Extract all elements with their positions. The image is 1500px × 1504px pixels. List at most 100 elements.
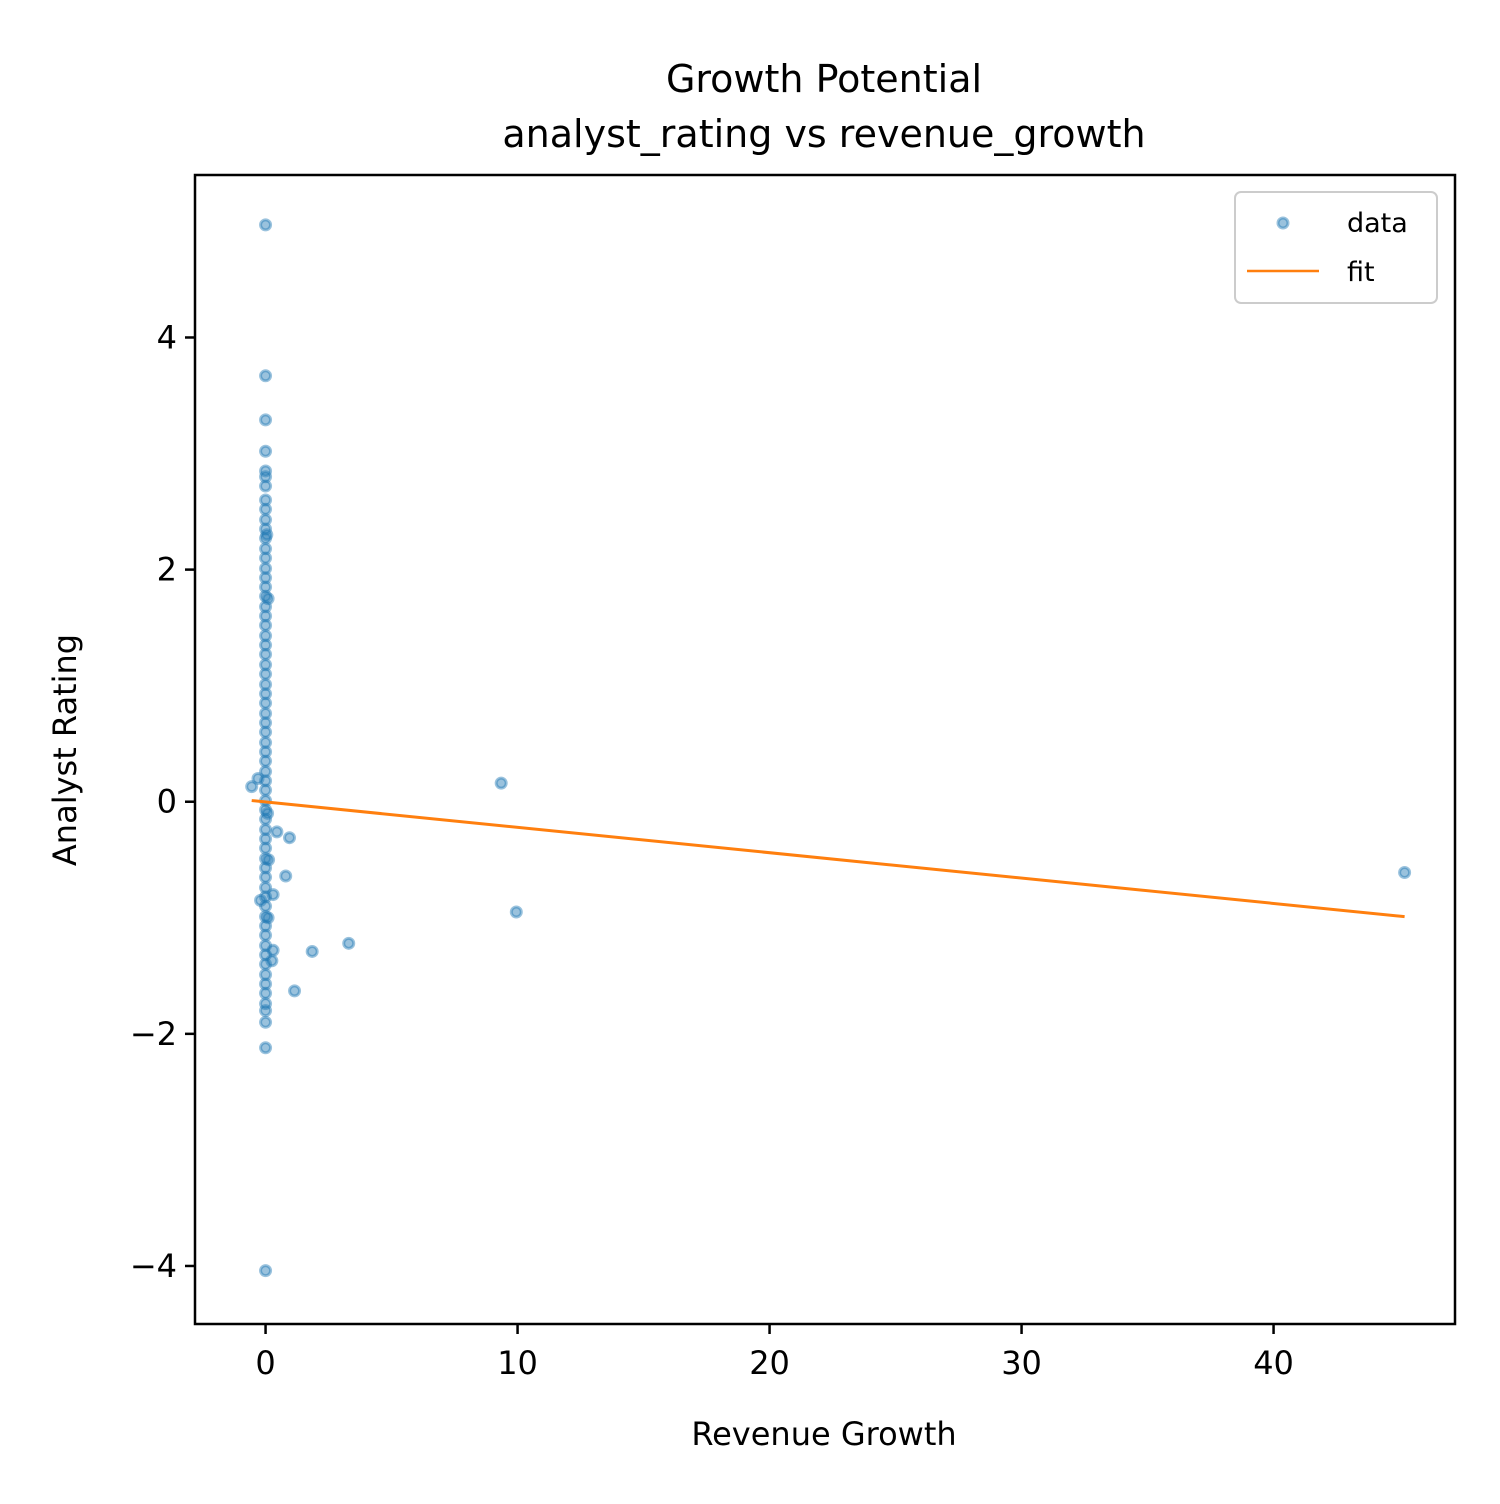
data-point (259, 899, 273, 913)
axes-frame (193, 173, 1457, 1326)
data-point (259, 470, 273, 484)
data-point (270, 825, 284, 839)
data-point (265, 954, 279, 968)
data-point (509, 905, 523, 919)
data-point (259, 957, 273, 971)
data-point (259, 687, 273, 701)
data-point (259, 986, 273, 1000)
data-point (259, 870, 273, 884)
data-point (259, 812, 273, 826)
data-point (259, 513, 273, 527)
legend-data-label: data (1347, 208, 1408, 239)
chart-title: Growth Potential (666, 57, 982, 101)
data-point (259, 522, 273, 536)
data-point (259, 823, 273, 837)
data-point (259, 1041, 273, 1055)
chart-subtitle: analyst_rating vs revenue_growth (502, 112, 1145, 156)
data-point (259, 1015, 273, 1029)
legend: data fit (1234, 191, 1438, 304)
data-point (259, 658, 273, 672)
data-point (259, 832, 273, 846)
data-point (259, 745, 273, 759)
data-point (259, 629, 273, 643)
data-point (259, 841, 273, 855)
legend-data-marker (1276, 216, 1290, 230)
data-point (259, 502, 273, 516)
data-point (259, 977, 273, 991)
plot-area (245, 218, 1412, 1278)
data-point (494, 776, 508, 790)
data-point (259, 218, 273, 232)
data-point (259, 551, 273, 565)
data-point (1398, 866, 1412, 880)
data-point (261, 911, 275, 925)
data-point (259, 774, 273, 788)
data-point (259, 696, 273, 710)
x-axis-label: Revenue Growth (691, 1415, 956, 1453)
data-point (259, 580, 273, 594)
data-point (259, 618, 273, 632)
data-point (259, 910, 273, 924)
x-tick-label: 30 (1001, 1344, 1042, 1382)
y-axis: −4 −2 0 2 4 (130, 318, 195, 1285)
data-point (254, 893, 268, 907)
data-point (259, 707, 273, 721)
data-point (261, 592, 275, 606)
data-point (259, 890, 273, 904)
data-point (245, 780, 259, 794)
x-tick-label: 10 (497, 1344, 538, 1382)
y-tick-label: −4 (130, 1247, 177, 1285)
data-point (283, 831, 296, 845)
data-point (266, 943, 280, 957)
data-point (259, 716, 273, 730)
data-point (259, 667, 273, 681)
x-tick-label: 40 (1253, 1344, 1294, 1382)
data-point (288, 984, 302, 998)
data-point (260, 528, 274, 542)
y-tick-label: 2 (157, 551, 177, 589)
data-point (259, 531, 273, 545)
data-point (259, 861, 273, 875)
data-point (259, 948, 273, 962)
data-point (259, 589, 273, 603)
data-point (259, 754, 273, 768)
data-point (259, 413, 273, 427)
y-axis-label: Analyst Rating (46, 634, 84, 866)
data-point (259, 736, 273, 750)
data-point (259, 783, 273, 797)
legend-fit-label: fit (1347, 257, 1375, 288)
data-point (259, 1004, 273, 1018)
data-point (259, 369, 273, 383)
data-point (259, 919, 273, 933)
data-point (259, 1264, 273, 1278)
data-point (259, 444, 273, 458)
y-tick-label: 0 (157, 783, 177, 821)
data-point (259, 968, 273, 982)
data-point (259, 678, 273, 692)
x-tick-label: 20 (749, 1344, 790, 1382)
data-point (259, 464, 273, 478)
data-point (262, 853, 276, 867)
data-point (259, 803, 273, 817)
data-point (259, 600, 273, 614)
data-point (259, 542, 273, 556)
data-point (259, 852, 273, 866)
data-point (259, 479, 273, 493)
data-point (259, 881, 273, 895)
y-tick-label: −2 (130, 1015, 177, 1053)
data-point (251, 772, 265, 786)
data-point (259, 928, 273, 942)
data-point (259, 609, 273, 623)
data-point (305, 944, 319, 958)
data-point (259, 725, 273, 739)
data-point (279, 869, 293, 883)
data-point (259, 638, 273, 652)
data-point (259, 493, 273, 507)
legend-box (1234, 191, 1438, 304)
y-tick-label: 4 (157, 318, 177, 356)
data-point (259, 561, 273, 575)
data-point (259, 997, 273, 1011)
data-point (259, 571, 273, 585)
